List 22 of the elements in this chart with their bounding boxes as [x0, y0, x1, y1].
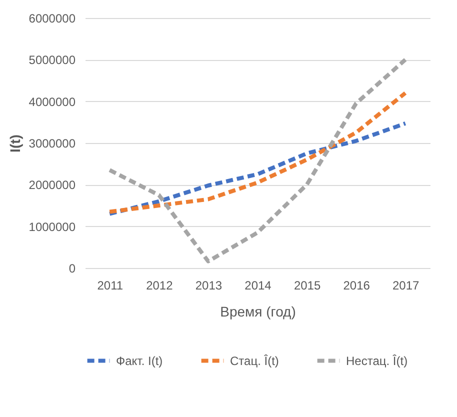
- y-tick-label: 4000000: [28, 94, 76, 109]
- x-tick-label: 2014: [244, 278, 272, 292]
- x-tick-label: 2011: [97, 278, 124, 292]
- y-axis-title: I(t): [6, 134, 23, 152]
- y-tick-label: 5000000: [28, 53, 76, 68]
- y-tick-label: 0: [68, 262, 76, 276]
- x-tick-label: 2017: [392, 278, 420, 292]
- y-tick-label: 1000000: [28, 220, 76, 234]
- line-series: [108, 91, 408, 214]
- legend-label: Факт. I(t): [116, 354, 163, 368]
- y-tick-label: 6000000: [28, 12, 76, 26]
- legend-label: Стац. Î(t): [230, 354, 279, 368]
- line-series: [108, 121, 408, 216]
- line-series: [108, 58, 408, 264]
- x-tick-label: 2012: [146, 278, 174, 292]
- x-axis-title: Время (год): [220, 304, 296, 320]
- legend-label: Нестац. Î(t): [346, 354, 408, 368]
- x-tick-label: 2013: [195, 278, 222, 292]
- x-tick-label: 2015: [294, 278, 321, 292]
- y-tick-label: 2000000: [28, 178, 76, 192]
- y-tick-label: 3000000: [28, 136, 76, 150]
- x-tick-label: 2016: [343, 278, 370, 292]
